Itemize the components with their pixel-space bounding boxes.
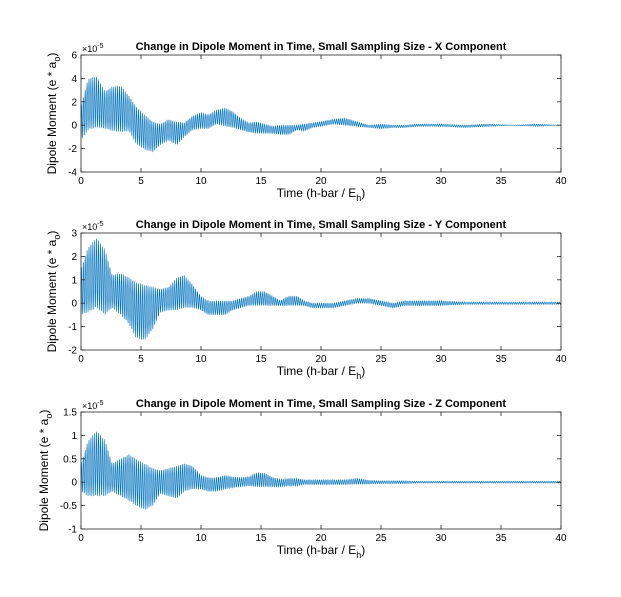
y-axis-label-main: Dipole Moment (e * a [45,61,59,174]
y-axis-label-sub: o [44,414,54,419]
y-axis-label-sub: o [52,235,62,240]
x-tick-label: 25 [375,533,387,544]
x-tick-label: 40 [555,354,567,365]
x-tick-label: 30 [435,354,447,365]
x-tick-label: 20 [315,354,327,365]
y-axis-label: Dipole Moment (e * ao) [45,231,62,353]
y-tick-label: -1 [68,322,77,333]
x-axis-label-close: ) [361,186,365,200]
x-axis-label: Time (h-bar / Eh) [277,364,366,381]
chart-title: Change in Dipole Moment in Time, Small S… [136,398,506,410]
y-multiplier: ×10-5 [82,221,104,232]
series-line [81,431,561,510]
chart-title: Change in Dipole Moment in Time, Small S… [136,41,507,53]
y-multiplier-exponent: -5 [97,400,103,407]
chart-title: Change in Dipole Moment in Time, Small S… [136,219,507,231]
chart-panel-2: 0 5 10 15 20 25 30 35 40 -2 -1 0 1 2 3 ×10-5 Change in D… [45,219,567,381]
y-axis-label-main: Dipole Moment (e * a [37,418,51,531]
plot-area [81,233,561,350]
y-tick-label: -2 [68,144,77,155]
y-multiplier-base: ×10 [82,401,97,411]
x-tick-label: 20 [315,176,327,187]
y-axis-label-main: Dipole Moment (e * a [45,239,59,352]
x-tick-label: 15 [255,354,267,365]
y-tick-label: 6 [71,51,77,62]
chart-panel-1: 0 5 10 15 20 25 30 35 40 -4 -2 0 2 4 6 ×10-5 Change in D… [45,41,567,203]
x-tick-label: 15 [255,533,267,544]
x-axis-label-main: Time (h-bar / E [277,543,357,557]
x-tick-label: 30 [435,533,447,544]
y-tick-label: 4 [71,74,77,85]
x-axis-label: Time (h-bar / Eh) [277,186,366,203]
x-tick-label: 15 [255,176,267,187]
x-tick-label: 10 [195,533,207,544]
x-tick-label: 25 [375,176,387,187]
y-axis-label: Dipole Moment (e * ao) [37,410,54,532]
y-multiplier-exponent: -5 [97,221,103,228]
x-axis-label-main: Time (h-bar / E [277,186,357,200]
x-tick-label: 30 [435,176,447,187]
series-line [81,238,561,340]
y-tick-label: 1 [71,275,77,286]
series-line [81,76,561,153]
y-tick-label: 2 [71,97,77,108]
y-tick-label: -2 [68,346,77,357]
x-axis-label-sub: h [356,371,361,381]
y-axis-label-close: ) [45,231,59,235]
x-tick-label: 35 [495,533,507,544]
x-tick-label: 20 [315,533,327,544]
y-tick-label: -0.5 [60,501,78,512]
y-multiplier-exponent: -5 [97,43,103,50]
y-axis-label-sub: o [52,57,62,62]
x-tick-label: 5 [138,354,144,365]
x-axis-label: Time (h-bar / Eh) [277,543,366,560]
x-tick-label: 0 [78,176,84,187]
y-tick-label: 0 [71,121,77,132]
x-axis-label-main: Time (h-bar / E [277,364,357,378]
chart-panel-3: 0 5 10 15 20 25 30 35 40 -1 -0.5 0 0.5 1 1.5 ×10-5 Chang… [37,398,567,560]
x-tick-label: 0 [78,354,84,365]
y-tick-label: -1 [68,525,77,536]
y-multiplier-base: ×10 [82,44,97,54]
x-tick-label: 25 [375,354,387,365]
plot-area [81,412,561,529]
y-tick-label: 0.5 [63,454,77,465]
y-axis-label: Dipole Moment (e * ao) [45,53,62,175]
y-axis-label-close: ) [45,53,59,57]
x-axis-label-close: ) [361,543,365,557]
x-tick-label: 10 [195,176,207,187]
y-multiplier-base: ×10 [82,222,97,232]
x-tick-label: 5 [138,533,144,544]
x-tick-label: 5 [138,176,144,187]
y-multiplier: ×10-5 [82,43,104,54]
y-axis-label-close: ) [37,410,51,414]
x-tick-label: 10 [195,354,207,365]
y-tick-label: 1.5 [63,408,77,419]
x-tick-label: 35 [495,176,507,187]
x-tick-label: 0 [78,533,84,544]
x-tick-label: 35 [495,354,507,365]
x-axis-label-sub: h [356,193,361,203]
y-tick-label: 0 [71,299,77,310]
y-tick-label: 3 [71,229,77,240]
x-axis-label-close: ) [361,364,365,378]
y-tick-label: -4 [68,168,77,179]
y-tick-label: 0 [71,478,77,489]
y-tick-label: 1 [71,431,77,442]
y-tick-label: 2 [71,252,77,263]
x-tick-label: 40 [555,176,567,187]
y-multiplier: ×10-5 [82,400,104,411]
plot-area [81,55,561,172]
x-axis-label-sub: h [356,550,361,560]
x-tick-label: 40 [555,533,567,544]
